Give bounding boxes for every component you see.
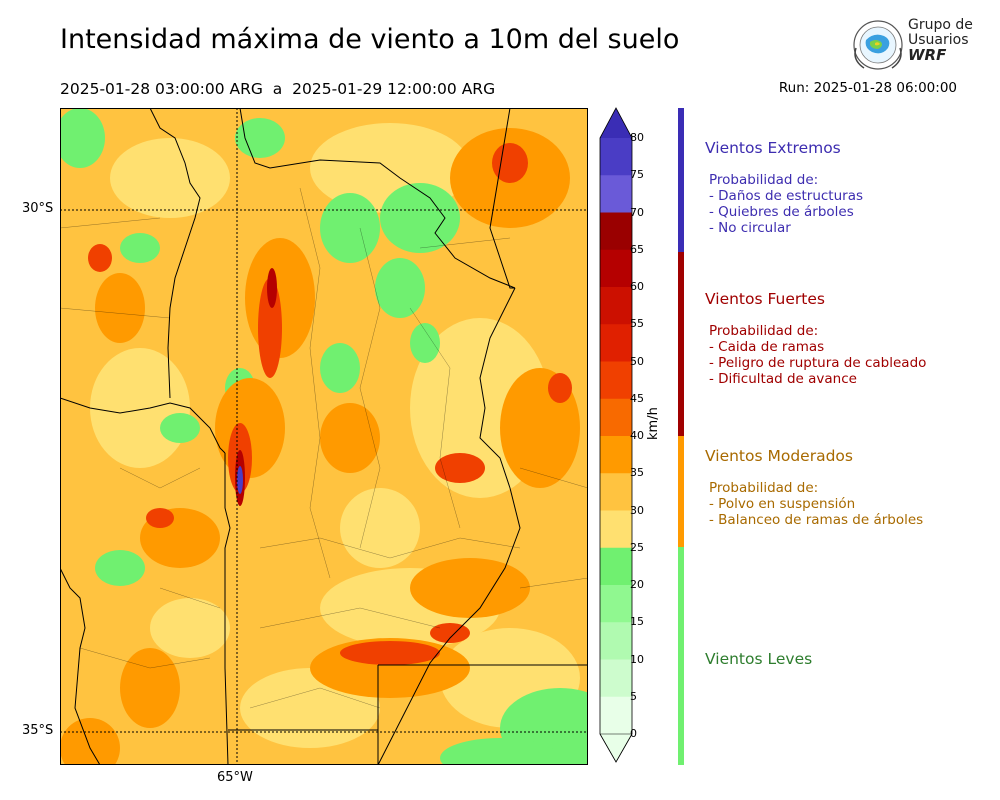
- colorbar-band: [600, 361, 632, 400]
- colorbar-tick-label: 20: [630, 578, 644, 591]
- colorbar-band: [600, 324, 632, 362]
- wind-field-low: [60, 108, 588, 765]
- colorbar-tick-label: 0: [630, 727, 637, 740]
- colorbar-band: [600, 249, 632, 288]
- logo-line-1: Grupo de: [908, 17, 973, 33]
- category-item: - Daños de estructuras: [709, 188, 864, 204]
- category-heading: Probabilidad de:: [709, 323, 819, 339]
- colorbar-unit: km/h: [646, 407, 661, 440]
- colorbar: [599, 107, 633, 763]
- colorbar-band: [600, 138, 632, 176]
- category-item: - Polvo en suspensión: [709, 496, 856, 512]
- category-item: - Peligro de ruptura de cableado: [709, 355, 927, 371]
- category-bar: [678, 108, 684, 252]
- colorbar-tick-label: 45: [630, 391, 644, 405]
- colorbar-tick-label: 80: [630, 131, 644, 144]
- period-separator: a: [272, 80, 283, 98]
- colorbar-bottom-arrow: [599, 733, 633, 763]
- category-item: - No circular: [709, 220, 791, 236]
- colorbar-band: [600, 287, 632, 325]
- colorbar-tick-label: 50: [630, 354, 644, 368]
- category-item: - Caida de ramas: [709, 339, 825, 355]
- category-bar: [678, 436, 684, 547]
- colorbar-tick-label: 30: [630, 503, 644, 517]
- colorbar-band: [600, 398, 632, 437]
- colorbar-band: [600, 436, 632, 474]
- colorbar-band: [600, 659, 632, 698]
- category-heading: Probabilidad de:: [709, 480, 819, 496]
- colorbar-band: [600, 175, 632, 213]
- colorbar-tick-label: 5: [630, 689, 637, 703]
- globe-emblem: [853, 20, 903, 70]
- forecast-period: 2025-01-28 03:00:00 ARG a 2025-01-29 12:…: [60, 80, 495, 98]
- wind-map: [60, 108, 588, 765]
- province-boundaries: [60, 108, 588, 765]
- category-title: Vientos Leves: [705, 650, 813, 668]
- colorbar-tick-label: 60: [630, 280, 644, 293]
- category-details: Probabilidad de: - Caida de ramas - Peligr…: [709, 323, 926, 387]
- category-details: Probabilidad de: - Polvo en suspensión - B…: [709, 480, 923, 528]
- colorbar-band: [600, 585, 632, 623]
- category-details: Probabilidad de: - Daños de estructuras - …: [709, 172, 863, 236]
- lat-label-30s: 30°S: [22, 201, 54, 216]
- category-heading: Probabilidad de:: [709, 172, 819, 188]
- colorbar-band: [600, 622, 632, 660]
- colorbar-tick-label: 15: [630, 615, 644, 629]
- category-title: Vientos Moderados: [705, 447, 853, 465]
- run-time: Run: 2025-01-28 06:00:00: [778, 80, 957, 96]
- colorbar-band: [600, 473, 632, 511]
- lon-label-65w: 65°W: [217, 770, 253, 785]
- category-title: Vientos Extremos: [705, 139, 841, 157]
- map-frame: [60, 108, 588, 765]
- colorbar-tick-label: 25: [630, 540, 644, 554]
- category-item: - Dificultad de avance: [709, 371, 857, 387]
- lat-label-35s: 35°S: [22, 723, 54, 738]
- category-bar: [678, 547, 684, 765]
- colorbar-tick-label: 55: [630, 317, 644, 331]
- colorbar-band: [600, 212, 632, 251]
- category-item: - Quiebres de árboles: [709, 204, 854, 220]
- colorbar-top-arrow: [600, 108, 632, 138]
- colorbar-tick-label: 40: [630, 429, 644, 442]
- category-bar: [678, 252, 684, 436]
- colorbar-tick-label: 10: [630, 652, 644, 666]
- period-start: 2025-01-28 03:00:00 ARG: [60, 80, 263, 98]
- colorbar-outline: [599, 107, 633, 763]
- colorbar-tick-label: 70: [630, 205, 644, 219]
- colorbar-tick-label: 65: [630, 242, 644, 256]
- wrf-logo-icon: [853, 20, 903, 70]
- logo-line-3: WRF: [908, 46, 947, 64]
- colorbar-tick-label: 35: [630, 466, 644, 480]
- colorbar-band: [600, 547, 632, 586]
- map-title: Intensidad máxima de viento a 10m del su…: [60, 24, 680, 55]
- colorbar-tick-label: 75: [630, 168, 644, 182]
- category-title: Vientos Fuertes: [705, 290, 825, 308]
- logo-line-2: Usuarios: [908, 32, 969, 48]
- colorbar-band: [600, 696, 632, 735]
- colorbar-band: [600, 510, 632, 549]
- category-item: - Balanceo de ramas de árboles: [709, 512, 924, 528]
- period-end: 2025-01-29 12:00:00 ARG: [292, 80, 496, 98]
- logo-text: Grupo de Usuarios WRF: [908, 18, 973, 63]
- department-boundaries: [60, 187, 588, 709]
